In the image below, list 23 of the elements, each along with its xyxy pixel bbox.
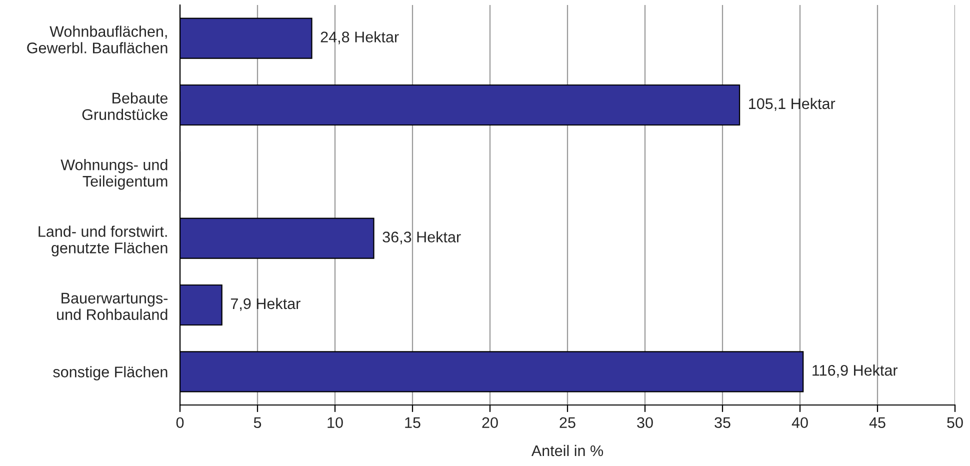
x-tick-label: 30 [637,417,653,428]
x-tick-label: 35 [714,417,730,428]
x-axis-title: Anteil in % [531,444,604,456]
annotation: 24,8 Hektar [320,31,399,44]
y-tick-label: sonstige Flächen [53,366,168,380]
x-tick-label: 20 [482,417,498,428]
y-tick-label: Bauerwartungs- und Rohbauland [57,292,168,320]
annotation: 36,3 Hektar [382,231,461,244]
x-tick-label: 50 [947,417,963,428]
annotation: 116,9 Hektar [812,364,898,378]
y-tick-label: Wohnbauflächen, Gewerbl. Bauflächen [27,26,168,54]
x-tick-label: 10 [328,417,343,428]
x-tick-label: 5 [254,417,262,428]
y-tick-label: Land- und forstwirt. genutzte Flächen [38,226,168,256]
x-tick-label: 45 [869,417,886,428]
x-tick-label: 15 [405,417,420,428]
x-tick-label: 40 [792,417,808,428]
y-tick-label: Wohnungs- und Teileigentum [60,159,168,190]
annotation: 7,9 Hektar [230,298,300,311]
y-tick-label: Bebaute Grundstücke [82,92,168,120]
x-tick-label: 25 [560,417,576,428]
annotation: 105,1 Hektar [749,98,836,111]
x-tick-label: 0 [176,417,184,428]
